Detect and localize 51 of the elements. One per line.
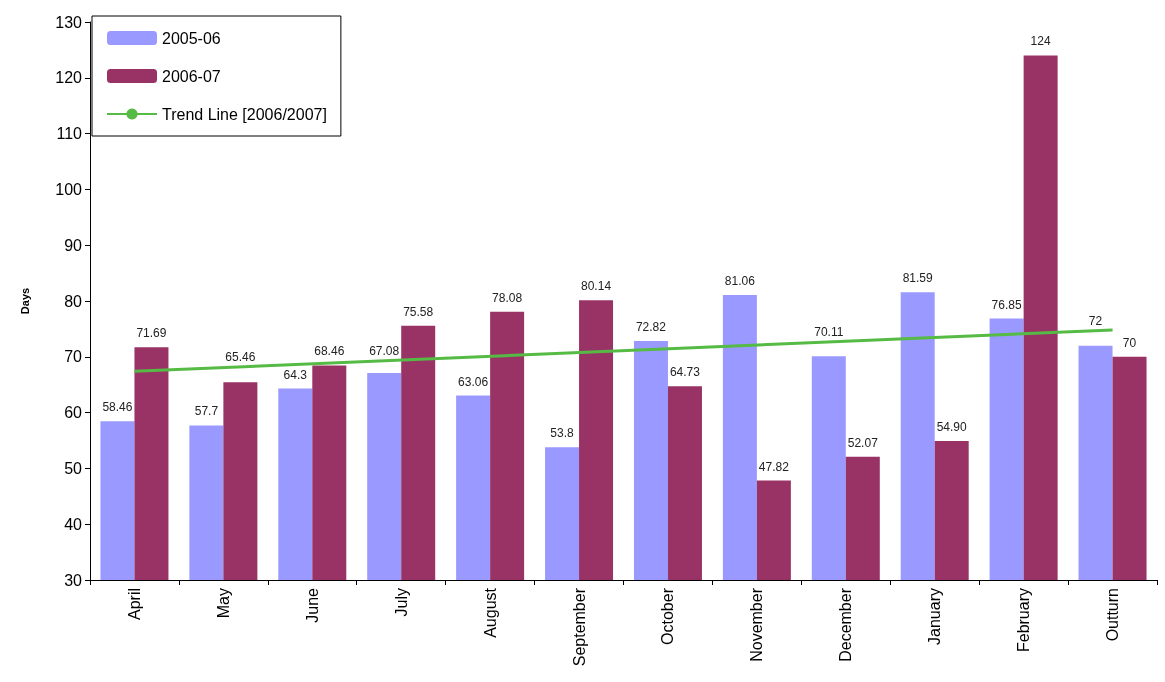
y-tick-label: 110 [56,125,83,143]
data-label: 63.06 [458,374,489,389]
x-tick-label: August [481,587,499,638]
y-tick-label: 50 [64,459,83,477]
x-tick-label: Outturn [1104,588,1122,642]
legend-label: 2005-06 [162,29,221,47]
data-label: 53.8 [550,426,575,441]
data-label: 81.59 [902,271,934,286]
y-axis-title: Days [18,287,31,315]
y-tick-label: 90 [64,236,83,254]
y-tick-label: 40 [64,515,83,533]
data-label: 65.46 [225,349,256,364]
x-tick-label: December [837,587,855,662]
data-label: 78.08 [492,290,523,305]
x-tick-label: February [1015,588,1033,653]
x-tick-label: May [214,588,232,619]
data-label: 67.08 [369,343,400,358]
data-label: 72 [1088,313,1103,328]
x-tick-label: July [392,588,410,617]
data-label: 124 [1030,34,1051,49]
x-tick-label: November [748,587,766,662]
x-tick-label: October [659,587,677,645]
y-tick-label: 60 [64,404,83,422]
y-tick-label: 70 [64,348,83,366]
data-label: 47.82 [758,459,790,474]
data-label: 64.73 [669,365,701,380]
data-label: 81.06 [724,274,756,289]
data-label: 70.11 [814,325,844,339]
data-label: 71.69 [136,326,167,341]
legend-label: Trend Line [2006/2007] [162,105,327,123]
legend-label: 2006-07 [162,67,221,85]
data-label: 68.46 [314,344,345,359]
data-label: 58.46 [102,400,133,415]
data-label: 57.7 [194,404,219,419]
x-tick-label: January [926,588,944,645]
data-label: 72.82 [635,320,667,335]
x-tick-label: September [570,587,588,667]
data-label: 52.07 [847,435,879,450]
data-label: 54.90 [936,420,968,435]
y-tick-label: 120 [55,69,83,87]
data-label: 80.14 [581,279,612,294]
data-label: 70 [1122,335,1137,350]
x-tick-label: June [303,587,321,623]
x-tick-label: April [125,588,143,621]
data-label: 75.58 [403,304,434,319]
data-label: 76.85 [991,297,1022,312]
y-tick-label: 100 [55,180,83,198]
y-tick-label: 130 [55,13,83,31]
y-tick-label: 80 [64,292,83,310]
y-tick-label: 30 [64,571,83,589]
data-label: 64.3 [283,367,308,382]
